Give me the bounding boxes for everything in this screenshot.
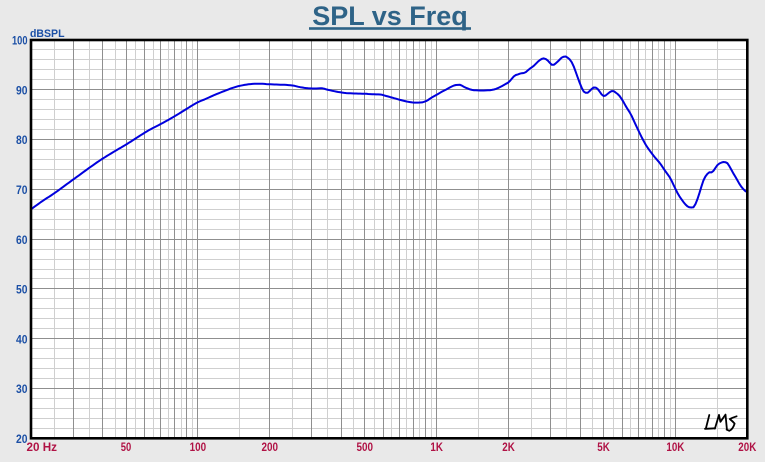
svg-text:70: 70: [16, 185, 28, 197]
svg-text:100: 100: [12, 36, 28, 48]
svg-text:10K: 10K: [666, 442, 685, 454]
svg-text:SPL vs Freq: SPL vs Freq: [312, 1, 468, 31]
svg-text:20K: 20K: [738, 442, 757, 454]
svg-text:100: 100: [190, 442, 207, 454]
svg-text:5K: 5K: [597, 442, 610, 454]
svg-text:80: 80: [16, 135, 28, 147]
svg-text:500: 500: [357, 442, 374, 454]
svg-text:30: 30: [16, 384, 28, 396]
svg-text:20: 20: [16, 434, 28, 446]
svg-text:20 Hz: 20 Hz: [27, 442, 58, 454]
svg-text:50: 50: [16, 285, 28, 297]
svg-text:1K: 1K: [430, 442, 443, 454]
svg-text:2K: 2K: [502, 442, 515, 454]
svg-text:dBSPL: dBSPL: [30, 28, 65, 40]
svg-text:40: 40: [16, 334, 28, 346]
svg-text:200: 200: [262, 442, 279, 454]
svg-text:50: 50: [121, 442, 132, 454]
svg-text:60: 60: [16, 235, 28, 247]
svg-text:90: 90: [16, 85, 28, 97]
